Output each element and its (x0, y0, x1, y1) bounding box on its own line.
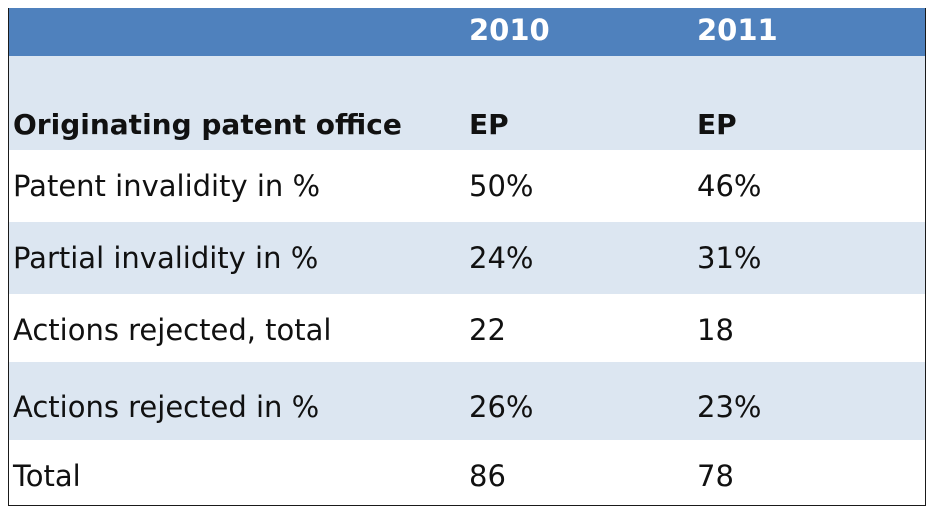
row-value-2011: 46% (697, 169, 762, 203)
row-value-2010: 22 (469, 313, 506, 347)
row-label: Partial invalidity in % (13, 241, 319, 275)
row-value-2010: 50% (469, 169, 534, 203)
table-row: Actions rejected in % 26% 23% (9, 362, 925, 440)
table-row: Partial invalidity in % 24% 31% (9, 222, 925, 294)
row-value-2010: 26% (469, 390, 534, 424)
row-value-2011: 31% (697, 241, 762, 275)
table-row: Actions rejected, total 22 18 (9, 294, 925, 362)
row-label: Patent invalidity in % (13, 169, 321, 203)
table-row: Total 86 78 (9, 440, 925, 505)
year-2011-header: 2011 (697, 13, 778, 47)
office-2010-value: EP (469, 108, 509, 141)
row-value-2011: 18 (697, 313, 734, 347)
office-2011-value: EP (697, 108, 737, 141)
row-label: Actions rejected, total (13, 313, 332, 347)
row-value-2010: 24% (469, 241, 534, 275)
row-label: Actions rejected in % (13, 390, 320, 424)
table-row: Patent invalidity in % 50% 46% (9, 150, 925, 222)
row-label: Total (13, 459, 81, 493)
year-header-row: 2010 2011 (9, 8, 925, 56)
row-value-2011: 78 (697, 459, 734, 493)
office-header-row: Originating patent office EP EP (9, 56, 925, 150)
row-value-2011: 23% (697, 390, 762, 424)
patent-statistics-table: 2010 2011 Originating patent office EP E… (8, 8, 926, 506)
year-2010-header: 2010 (469, 13, 550, 47)
row-value-2010: 86 (469, 459, 506, 493)
office-header-label: Originating patent office (13, 108, 402, 141)
